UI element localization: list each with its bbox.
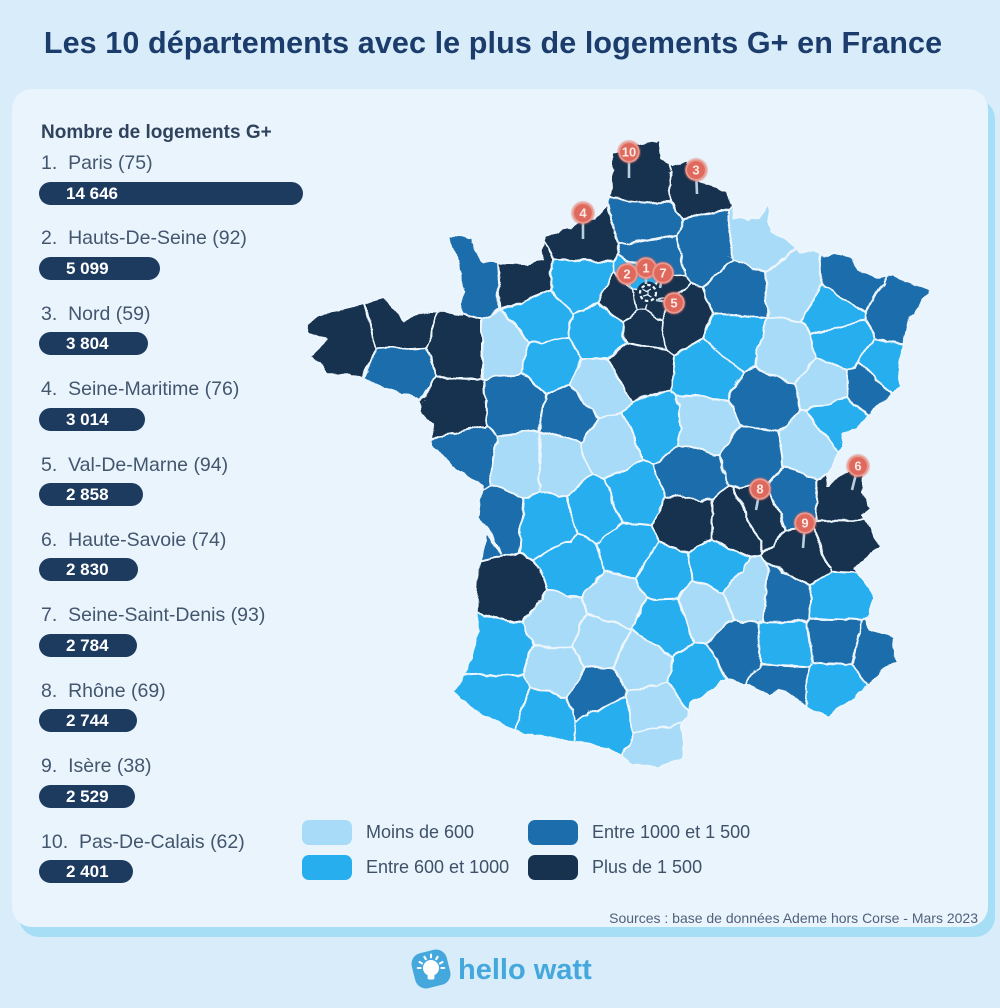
svg-text:1: 1 <box>642 261 649 276</box>
svg-text:6: 6 <box>854 459 861 474</box>
svg-text:5: 5 <box>670 296 677 311</box>
svg-text:7: 7 <box>659 266 666 281</box>
svg-text:4: 4 <box>579 206 587 221</box>
svg-text:9: 9 <box>801 516 808 531</box>
svg-text:3: 3 <box>692 163 699 178</box>
svg-text:10: 10 <box>622 145 636 160</box>
svg-text:2: 2 <box>623 267 630 282</box>
svg-text:hello watt: hello watt <box>458 954 592 986</box>
svg-text:8: 8 <box>756 482 763 497</box>
